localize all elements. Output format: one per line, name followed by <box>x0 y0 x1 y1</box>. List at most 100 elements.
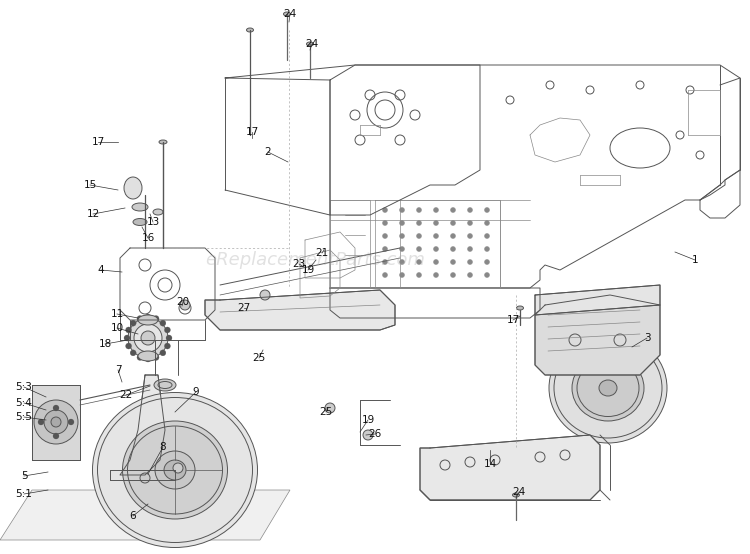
Circle shape <box>130 320 136 326</box>
Circle shape <box>484 273 490 278</box>
Text: 1: 1 <box>692 255 698 265</box>
Circle shape <box>433 233 439 239</box>
Circle shape <box>44 410 68 434</box>
Circle shape <box>467 208 472 213</box>
Ellipse shape <box>307 42 314 46</box>
Circle shape <box>467 259 472 264</box>
Text: 5:5: 5:5 <box>16 412 32 422</box>
Circle shape <box>260 290 270 300</box>
Circle shape <box>467 220 472 225</box>
Ellipse shape <box>159 140 167 144</box>
Circle shape <box>160 320 166 326</box>
Circle shape <box>125 327 131 333</box>
Circle shape <box>451 259 455 264</box>
Circle shape <box>173 463 183 473</box>
Ellipse shape <box>153 209 163 215</box>
Circle shape <box>166 335 172 341</box>
Text: 23: 23 <box>292 259 306 269</box>
Text: 21: 21 <box>315 248 328 258</box>
Circle shape <box>433 273 439 278</box>
Circle shape <box>451 273 455 278</box>
Circle shape <box>145 314 151 320</box>
Circle shape <box>451 208 455 213</box>
Text: 17: 17 <box>245 127 259 137</box>
Circle shape <box>433 208 439 213</box>
Circle shape <box>164 327 170 333</box>
Circle shape <box>53 433 59 439</box>
Circle shape <box>125 343 131 349</box>
Text: 13: 13 <box>146 217 160 227</box>
Circle shape <box>38 419 44 425</box>
Circle shape <box>153 316 159 322</box>
Ellipse shape <box>92 392 257 547</box>
Text: 18: 18 <box>98 339 112 349</box>
Circle shape <box>382 208 388 213</box>
Ellipse shape <box>132 203 148 211</box>
Circle shape <box>130 350 136 356</box>
Circle shape <box>134 324 162 352</box>
Text: eReplacementParts.com: eReplacementParts.com <box>205 252 425 269</box>
Polygon shape <box>0 490 290 540</box>
Text: 5:1: 5:1 <box>16 489 32 499</box>
Text: 5:3: 5:3 <box>16 382 32 392</box>
Circle shape <box>140 473 150 483</box>
Text: 15: 15 <box>83 180 97 190</box>
Ellipse shape <box>138 315 158 325</box>
Circle shape <box>141 331 155 345</box>
Circle shape <box>145 356 151 362</box>
Circle shape <box>416 247 422 252</box>
Text: 20: 20 <box>176 297 190 307</box>
Circle shape <box>400 220 404 225</box>
Text: 8: 8 <box>160 442 166 452</box>
Text: 19: 19 <box>362 415 375 425</box>
Circle shape <box>124 335 130 341</box>
Ellipse shape <box>599 380 617 396</box>
Text: 25: 25 <box>320 407 333 417</box>
Ellipse shape <box>138 351 158 361</box>
Ellipse shape <box>155 451 195 489</box>
Text: 10: 10 <box>110 323 124 333</box>
Circle shape <box>484 247 490 252</box>
Polygon shape <box>535 285 660 315</box>
Circle shape <box>451 233 455 239</box>
Circle shape <box>416 259 422 264</box>
Text: 2: 2 <box>265 147 272 157</box>
Polygon shape <box>32 385 80 460</box>
Text: 14: 14 <box>483 459 496 469</box>
Ellipse shape <box>284 12 290 16</box>
Ellipse shape <box>154 379 176 391</box>
Circle shape <box>128 318 168 358</box>
Circle shape <box>467 233 472 239</box>
Circle shape <box>433 220 439 225</box>
Circle shape <box>400 247 404 252</box>
Circle shape <box>382 220 388 225</box>
Ellipse shape <box>517 306 524 310</box>
Ellipse shape <box>247 28 254 32</box>
Circle shape <box>180 300 190 310</box>
Circle shape <box>400 273 404 278</box>
Text: 17: 17 <box>506 315 520 325</box>
Text: 16: 16 <box>141 233 154 243</box>
Circle shape <box>137 355 143 361</box>
Text: 27: 27 <box>237 303 250 313</box>
Circle shape <box>416 233 422 239</box>
Circle shape <box>382 247 388 252</box>
Ellipse shape <box>133 218 147 225</box>
Text: 5: 5 <box>21 471 27 481</box>
Circle shape <box>382 259 388 264</box>
Circle shape <box>164 343 170 349</box>
Circle shape <box>34 400 78 444</box>
Text: 7: 7 <box>115 365 122 375</box>
Circle shape <box>467 247 472 252</box>
Circle shape <box>153 355 159 361</box>
Text: 9: 9 <box>193 387 200 397</box>
Circle shape <box>400 233 404 239</box>
Text: 22: 22 <box>119 390 133 400</box>
Circle shape <box>451 220 455 225</box>
Circle shape <box>382 233 388 239</box>
Circle shape <box>400 208 404 213</box>
Text: 24: 24 <box>512 487 526 497</box>
Polygon shape <box>205 290 395 330</box>
Polygon shape <box>420 435 600 500</box>
Circle shape <box>484 208 490 213</box>
